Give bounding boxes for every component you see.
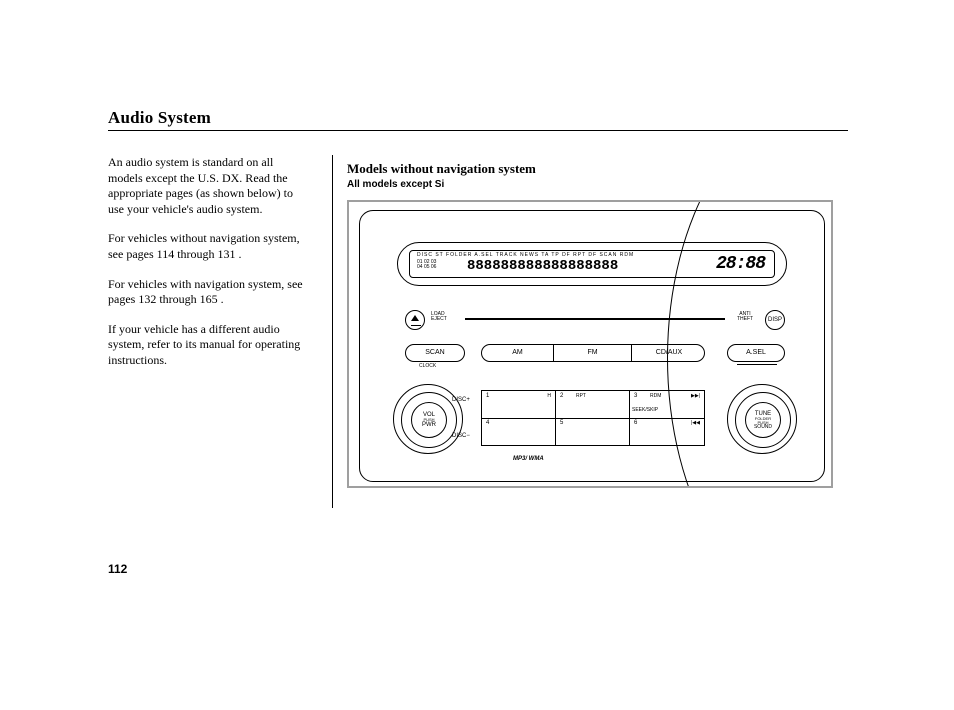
eject-icon-bar xyxy=(411,325,421,326)
preset-1-button[interactable]: 1 H xyxy=(482,391,556,418)
am-button[interactable]: AM xyxy=(482,345,554,361)
preset-6-icon: |◀◀ xyxy=(691,420,700,426)
eject-icon xyxy=(411,315,419,321)
preset-2-label: RPT xyxy=(576,393,586,399)
intro-paragraph-2: For vehicles without navigation system, … xyxy=(108,231,306,262)
display-disc-numbers: 01 02 03 04 05 06 xyxy=(417,260,436,270)
disp-button[interactable]: DISP xyxy=(765,310,785,330)
preset-2-num: 2 xyxy=(560,393,563,399)
right-column: Models without navigation system All mod… xyxy=(332,155,848,508)
page-title: Audio System xyxy=(108,108,848,128)
preset-3-num: 3 xyxy=(634,393,637,399)
preset-2-button[interactable]: 2 RPT xyxy=(556,391,630,418)
preset-3-button[interactable]: 3 RDM ▶▶| xyxy=(630,391,704,418)
asel-underline xyxy=(737,364,777,365)
title-rule: Audio System xyxy=(108,108,848,131)
row-eject-slot: LOAD EJECT ANTI THEFT DISP xyxy=(357,308,827,338)
preset-4-num: 4 xyxy=(486,420,489,426)
intro-paragraph-1: An audio system is standard on all model… xyxy=(108,155,306,217)
disc-minus-label: DISC− xyxy=(452,433,470,439)
display-segments: 888888888888888888 xyxy=(467,258,618,274)
eject-button[interactable] xyxy=(405,310,425,330)
preset-6-num: 6 xyxy=(634,420,637,426)
intro-paragraph-3: For vehicles with navigation system, see… xyxy=(108,277,306,308)
disc-row-2: 04 05 06 xyxy=(417,265,436,270)
band-selector: AM FM CD/AUX xyxy=(481,344,705,362)
sound-label: SOUND xyxy=(746,425,780,430)
preset-5-num: 5 xyxy=(560,420,563,426)
preset-4-button[interactable]: 4 xyxy=(482,418,556,445)
display-clock: 28:88 xyxy=(716,254,765,274)
cd-slot[interactable] xyxy=(465,318,725,320)
seek-skip-label: SEEK/SKIP xyxy=(632,407,658,413)
row-knobs-presets: VOL PUSH PWR DISC+ DISC− 1 H xyxy=(357,382,827,468)
tune-knob-center[interactable]: TUNE FOLDER PUSH SOUND xyxy=(745,402,781,438)
clock-label: CLOCK xyxy=(419,364,449,369)
anti-theft-label: ANTI THEFT xyxy=(733,312,757,322)
right-subheading: All models except Si xyxy=(347,179,848,190)
preset-5-button[interactable]: 5 xyxy=(556,418,630,445)
page-number: 112 xyxy=(108,562,127,576)
intro-paragraph-4: If your vehicle has a different audio sy… xyxy=(108,322,306,369)
preset-1-num: 1 xyxy=(486,393,489,399)
fm-button[interactable]: FM xyxy=(554,345,632,361)
disc-plus-label: DISC+ xyxy=(452,397,470,403)
right-heading: Models without navigation system xyxy=(347,161,848,177)
pwr-label: PWR xyxy=(412,422,446,428)
cd-aux-button[interactable]: CD/AUX xyxy=(632,345,706,361)
scan-button[interactable]: SCAN xyxy=(405,344,465,362)
load-eject-label: LOAD EJECT xyxy=(431,312,457,322)
asel-button[interactable]: A.SEL xyxy=(727,344,785,362)
preset-1-label: H xyxy=(547,393,551,399)
volume-knob[interactable]: VOL PUSH PWR xyxy=(393,384,463,454)
left-column: An audio system is standard on all model… xyxy=(108,155,306,508)
content-columns: An audio system is standard on all model… xyxy=(108,155,848,508)
mp3-wma-label: MP3/ WMA xyxy=(513,456,544,462)
preset-6-button[interactable]: 6 |◀◀ xyxy=(630,418,704,445)
tune-knob[interactable]: TUNE FOLDER PUSH SOUND xyxy=(727,384,797,454)
preset-3-icon: ▶▶| xyxy=(691,393,700,399)
radio-faceplate: DISC ST FOLDER A.SEL TRACK NEWS TA TP DF… xyxy=(357,208,827,484)
row-band-scan: SCAN AM FM CD/AUX A.SEL CLOCK xyxy=(357,344,827,374)
radio-figure: DISC ST FOLDER A.SEL TRACK NEWS TA TP DF… xyxy=(347,200,833,488)
preset-3-label: RDM xyxy=(650,393,661,399)
preset-buttons: DISC+ DISC− 1 H 2 RPT 3 xyxy=(481,390,705,446)
volume-knob-center[interactable]: VOL PUSH PWR xyxy=(411,402,447,438)
